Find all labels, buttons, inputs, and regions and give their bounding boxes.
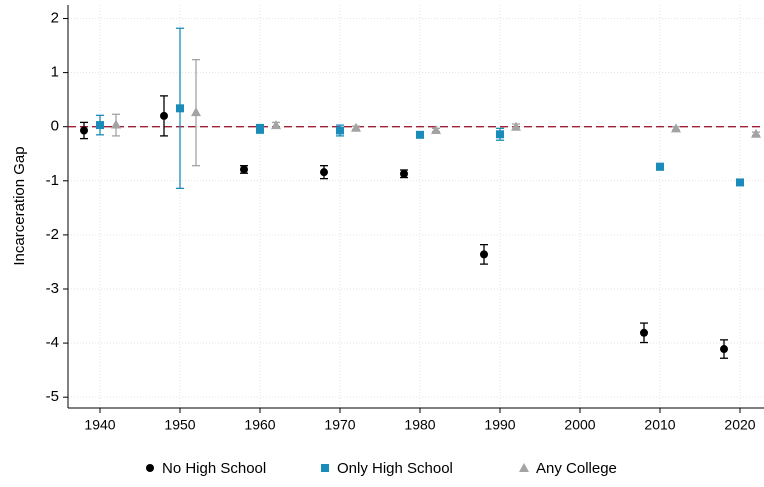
y-tick-label: -1	[46, 172, 59, 189]
point	[720, 345, 728, 354]
point	[656, 162, 664, 171]
point	[751, 128, 761, 138]
point	[431, 124, 441, 134]
y-tick-label: -5	[46, 388, 59, 405]
legend-label: Only High School	[337, 460, 453, 477]
legend-marker	[519, 463, 529, 472]
point	[511, 121, 521, 131]
point	[416, 130, 424, 139]
point	[96, 121, 104, 130]
x-tick-label: 1940	[84, 417, 115, 433]
point	[336, 126, 344, 135]
y-tick-label: 2	[51, 9, 59, 26]
point	[320, 168, 328, 177]
y-tick-label: -3	[46, 280, 59, 297]
x-tick-label: 1970	[324, 417, 355, 433]
y-tick-label: 1	[51, 64, 59, 81]
point	[480, 250, 488, 259]
y-tick-label: -2	[46, 226, 59, 243]
legend-label: No High School	[162, 460, 266, 477]
x-tick-label: 1950	[164, 417, 195, 433]
point	[671, 123, 681, 133]
point	[160, 111, 168, 120]
point	[256, 124, 264, 133]
point	[351, 122, 361, 132]
x-tick-label: 1990	[484, 417, 515, 433]
point	[496, 130, 504, 139]
point	[191, 107, 201, 117]
point	[271, 120, 281, 130]
x-tick-label: 2010	[644, 417, 675, 433]
point	[240, 165, 248, 174]
point	[736, 178, 744, 187]
point	[111, 119, 121, 129]
point	[176, 104, 184, 113]
y-axis-label: Incarceration Gap	[11, 146, 28, 265]
y-tick-label: -4	[46, 334, 59, 351]
x-tick-label: 2020	[724, 417, 755, 433]
x-tick-label: 1960	[244, 417, 275, 433]
legend-marker	[146, 464, 154, 472]
legend-label: Any College	[536, 460, 617, 477]
x-tick-label: 2000	[564, 417, 595, 433]
point	[400, 169, 408, 178]
x-tick-label: 1980	[404, 417, 435, 433]
point	[80, 126, 88, 135]
y-tick-label: 0	[51, 118, 59, 135]
point	[640, 328, 648, 337]
legend-marker	[321, 464, 329, 472]
